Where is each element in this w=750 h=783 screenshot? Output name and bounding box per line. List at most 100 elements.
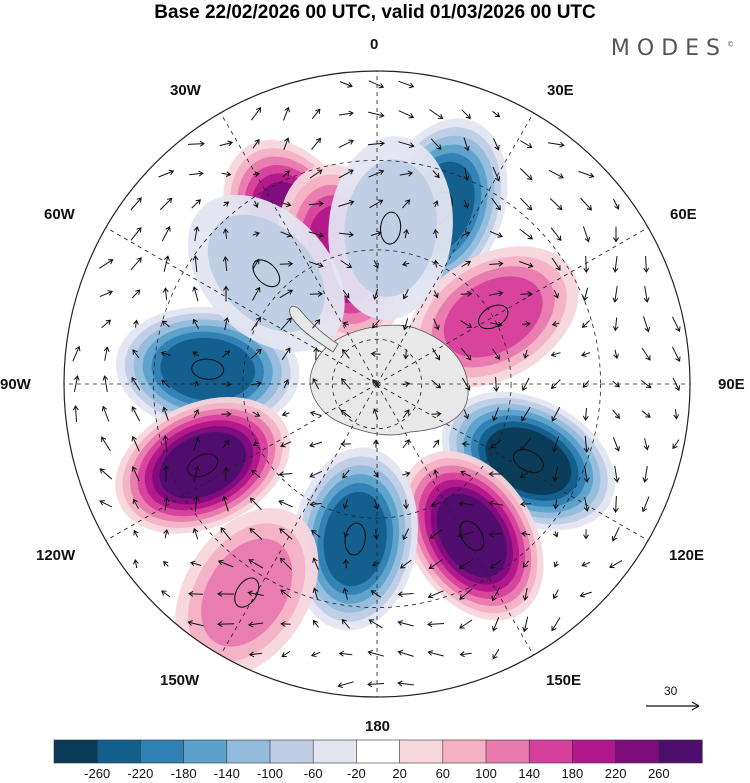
- wind-arrow: [463, 199, 469, 209]
- wind-arrow: [673, 409, 680, 420]
- wind-arrow: [399, 170, 414, 177]
- wind-arrow: [522, 616, 529, 633]
- wind-arrow: [372, 408, 379, 420]
- wind-arrow: [161, 226, 171, 242]
- colorbar-swatch: [399, 739, 444, 764]
- wind-arrow: [462, 231, 471, 237]
- wind-arrow: [281, 347, 291, 361]
- wind-arrow: [581, 561, 591, 567]
- wind-arrow: [252, 231, 260, 237]
- latitude-circle: [242, 249, 512, 519]
- wind-arrow: [432, 439, 440, 448]
- wind-arrow: [339, 81, 353, 88]
- colorbar-swatch: [528, 739, 574, 764]
- colorbar-tick: -20: [346, 766, 366, 781]
- wind-arrow: [398, 80, 415, 89]
- wind-arrow: [280, 621, 291, 627]
- wind-arrow: [367, 681, 385, 688]
- wind-arrow: [373, 498, 380, 510]
- wind-arrow: [373, 260, 379, 269]
- wind-arrow: [192, 380, 199, 387]
- colorbar-swatch: [442, 739, 487, 764]
- wind-arrow: [431, 411, 442, 417]
- colorbar-tick: -260: [84, 766, 111, 781]
- colorbar-swatch: [312, 739, 358, 764]
- wind-arrow: [372, 379, 380, 389]
- wind-arrow: [187, 620, 204, 627]
- wind-arrow: [309, 470, 323, 478]
- lon-label-90w: 90W: [0, 376, 31, 393]
- wind-arrow: [402, 439, 410, 449]
- wind-arrow: [160, 350, 171, 357]
- wind-arrow: [370, 230, 382, 237]
- wind-arrow: [458, 500, 473, 507]
- map-title: Base 22/02/2026 00 UTC, valid 01/03/2026…: [154, 2, 596, 23]
- wind-arrow: [459, 651, 472, 658]
- wind-arrow: [280, 317, 292, 331]
- wind-arrow: [433, 469, 439, 478]
- wind-arrow: [609, 560, 623, 569]
- wind-arrow: [613, 198, 620, 210]
- wind-arrow: [613, 349, 619, 360]
- wind-arrow: [131, 376, 141, 391]
- lon-label-60w: 60W: [44, 206, 75, 223]
- wind-arrow: [101, 319, 112, 329]
- wind-arrow: [551, 617, 561, 632]
- wind-arrow: [460, 470, 472, 477]
- wind-arrow: [551, 321, 560, 327]
- wind-arrow: [583, 435, 590, 453]
- wind-arrow: [583, 255, 590, 273]
- wind-arrow: [370, 590, 381, 598]
- wind-arrow: [311, 529, 321, 538]
- lon-label-150e: 150E: [546, 672, 582, 689]
- wind-arrow: [308, 231, 325, 238]
- wind-arrow: [158, 169, 175, 178]
- wind-arrow: [582, 226, 591, 243]
- wind-arrow: [343, 531, 349, 538]
- wind-arrow: [101, 436, 111, 452]
- wind-arrow: [583, 529, 589, 540]
- wind-arrow: [402, 289, 409, 300]
- wind-arrow: [368, 169, 385, 178]
- wind-arrow: [222, 228, 229, 239]
- wind-arrow: [461, 260, 472, 268]
- anomaly-contour: [436, 493, 507, 578]
- wind-arrow: [310, 651, 321, 657]
- wind-arrow: [402, 528, 410, 541]
- wind-arrow: [161, 379, 171, 388]
- lon-label-30e: 30E: [547, 82, 574, 99]
- wind-arrow: [313, 346, 320, 361]
- wind-arrow: [132, 498, 139, 509]
- lon-label-90e: 90E: [718, 376, 745, 393]
- wind-arrow: [672, 439, 680, 450]
- colorbar-tick: 140: [518, 766, 541, 781]
- wind-arrow: [340, 409, 352, 419]
- wind-arrow: [520, 140, 533, 148]
- wind-arrow: [342, 321, 349, 328]
- graticule: [64, 71, 690, 697]
- wind-arrow: [581, 351, 591, 357]
- wind-arrow: [403, 499, 409, 510]
- wind-arrow: [492, 110, 501, 118]
- wind-arrow: [252, 171, 261, 177]
- wind-arrow: [222, 495, 229, 512]
- wind-arrow: [283, 137, 290, 150]
- wind-arrow: [338, 169, 354, 179]
- wind-arrow: [643, 316, 651, 333]
- wind-arrow: [161, 320, 170, 328]
- wind-arrow: [219, 140, 234, 147]
- wind-arrow: [492, 166, 501, 182]
- wind-arrow: [278, 499, 294, 508]
- colorbar-swatch: [53, 739, 98, 764]
- wind-arrow: [522, 588, 529, 601]
- colorbar-swatch: [615, 739, 660, 764]
- wind-arrow: [643, 286, 650, 303]
- wind-arrow: [489, 260, 504, 267]
- wind-arrow: [432, 348, 440, 361]
- wind-arrow: [131, 466, 140, 482]
- wind-arrow: [338, 199, 355, 207]
- wind-arrow: [342, 348, 350, 359]
- wind-arrow: [550, 351, 561, 358]
- colorbar-swatch: [140, 739, 185, 764]
- wind-arrow: [370, 351, 381, 357]
